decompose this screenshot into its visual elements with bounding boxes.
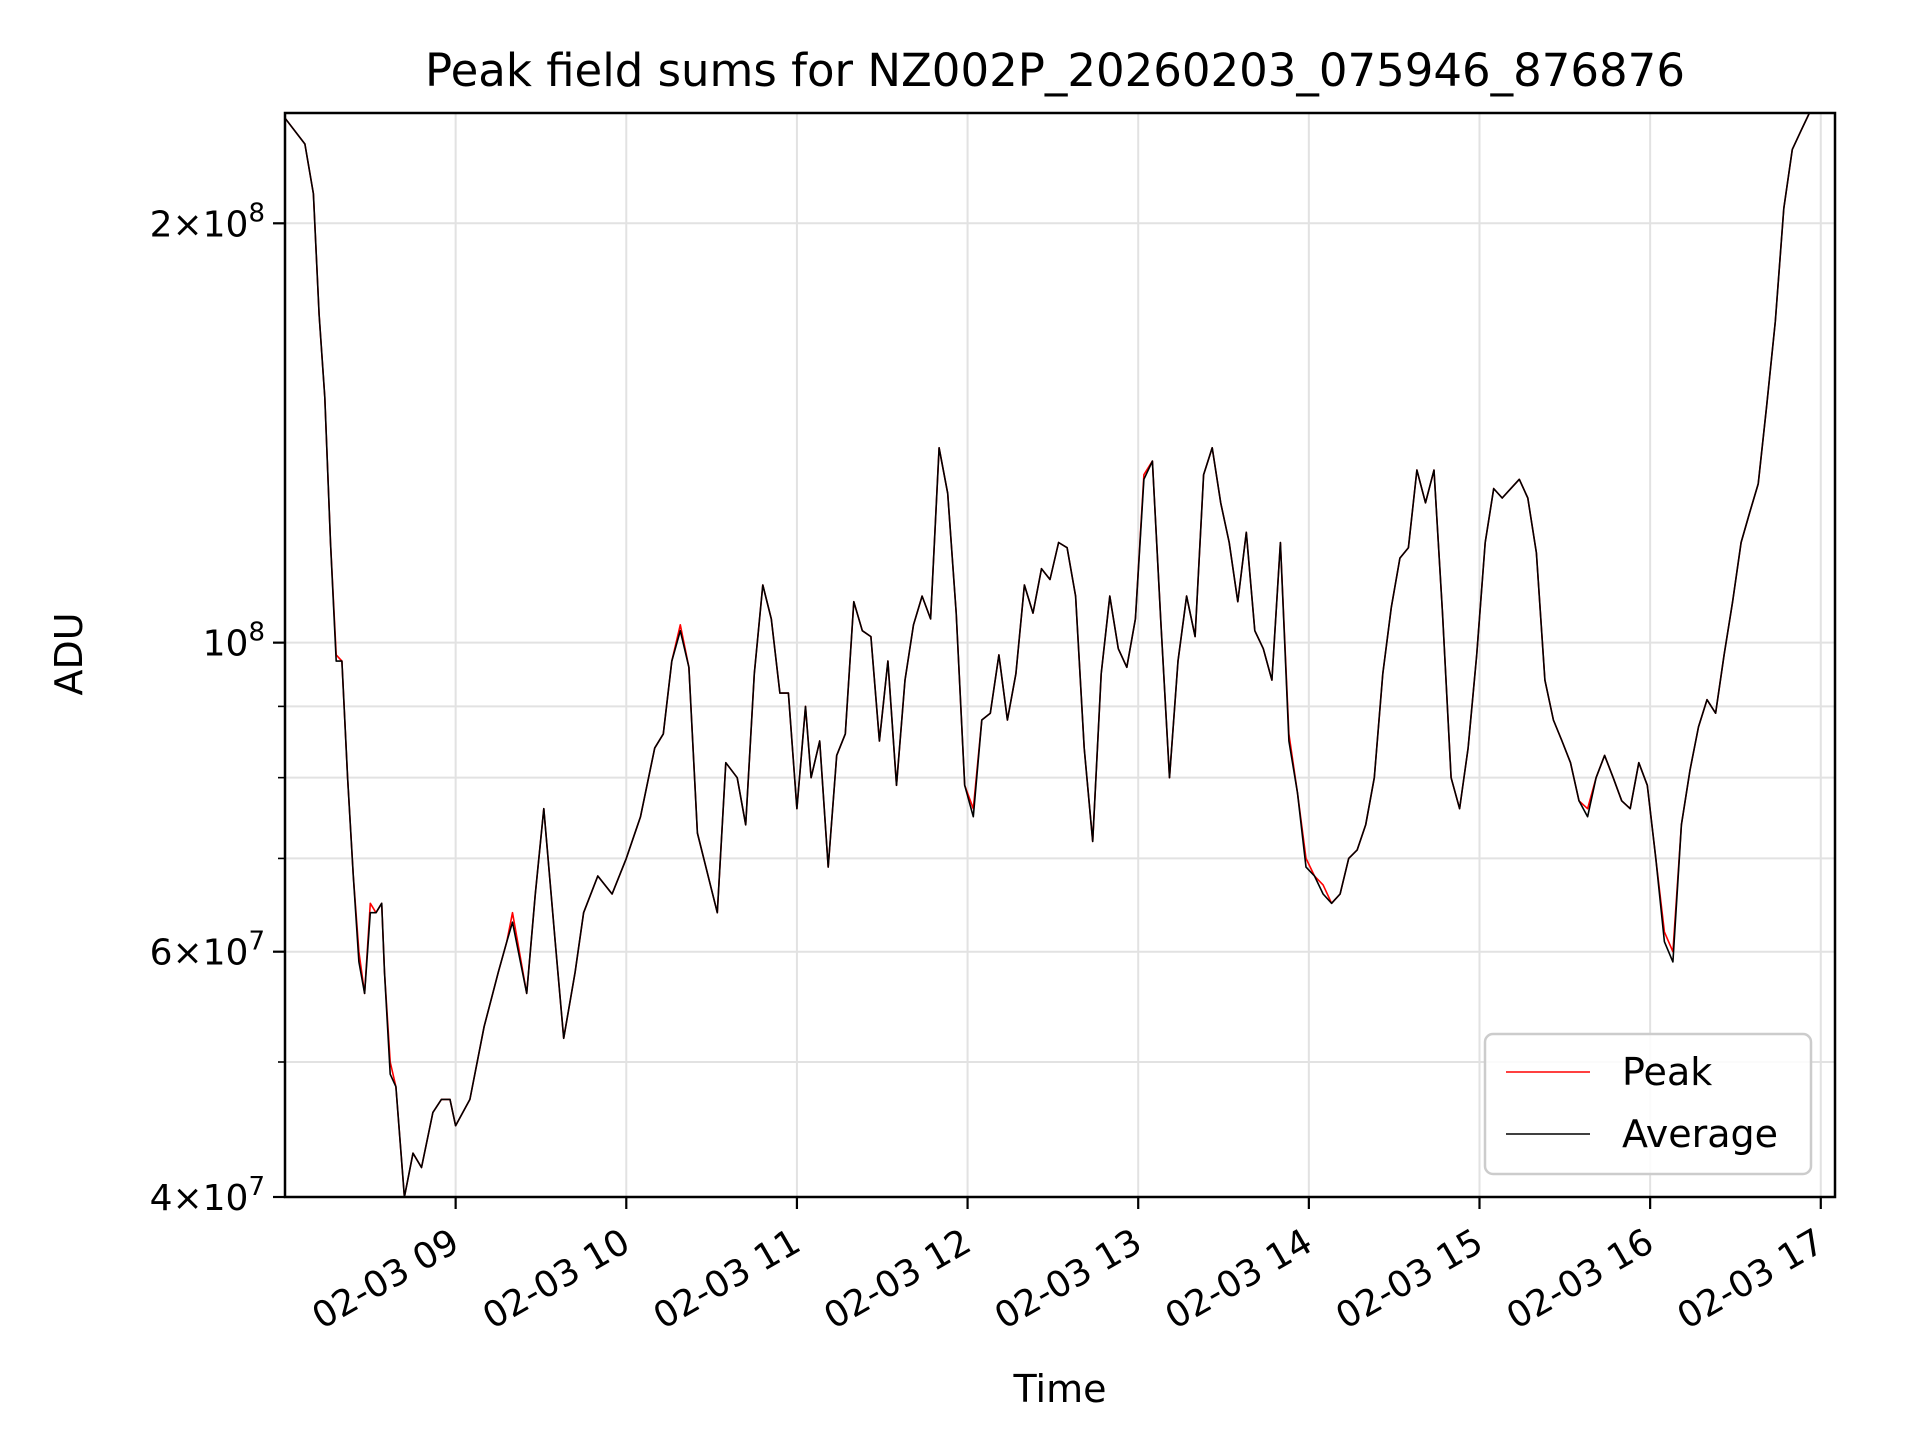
y-axis-label: ADU	[47, 612, 91, 695]
legend: Peak Average	[1483, 1032, 1813, 1176]
y-tick-label: 2×108	[150, 198, 265, 245]
plot-area-frame	[283, 111, 1837, 1199]
chart-title: Peak field sums for NZ002P_20260203_0759…	[425, 44, 1685, 97]
legend-label-average: Average	[1622, 1112, 1778, 1156]
y-tick-label: 4×107	[150, 1172, 265, 1219]
legend-box	[1483, 1032, 1813, 1176]
legend-label-peak: Peak	[1622, 1050, 1712, 1094]
x-axis-label: Time	[1013, 1367, 1107, 1411]
y-tick-label: 6×107	[150, 927, 265, 974]
series-layer	[285, 113, 1818, 1197]
series-line-average	[285, 113, 1818, 1197]
